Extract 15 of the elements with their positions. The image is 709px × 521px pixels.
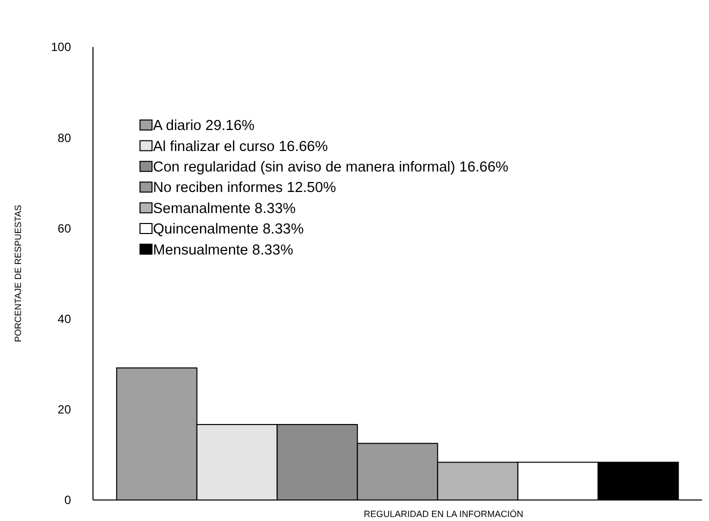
y-tick-label: 60 <box>58 221 72 236</box>
y-tick-label: 100 <box>50 40 72 54</box>
y-tick-label: 40 <box>58 312 72 326</box>
legend-label: Con regularidad (sin aviso de manera informal) 16.66% <box>153 159 509 176</box>
legend-label: Mensualmente 8.33% <box>153 242 294 258</box>
legend-label: A diario 29.16% <box>153 118 255 134</box>
y-tick-label: 20 <box>58 402 72 417</box>
y-tick-label: 0 <box>64 493 72 508</box>
legend-label: No reciben informes 12.50% <box>153 180 336 196</box>
y-tick-label: 80 <box>58 130 72 145</box>
legend-label: Quincenalmente 8.33% <box>153 222 304 238</box>
x-axis-title: REGULARIDAD EN LA INFORMACIÓN <box>364 509 524 519</box>
legend-label: Semanalmente 8.33% <box>153 200 296 217</box>
legend-label: Al finalizar el curso 16.66% <box>153 138 328 155</box>
y-axis-title: PORCENTAJE DE RESPUESTAS <box>13 204 23 342</box>
